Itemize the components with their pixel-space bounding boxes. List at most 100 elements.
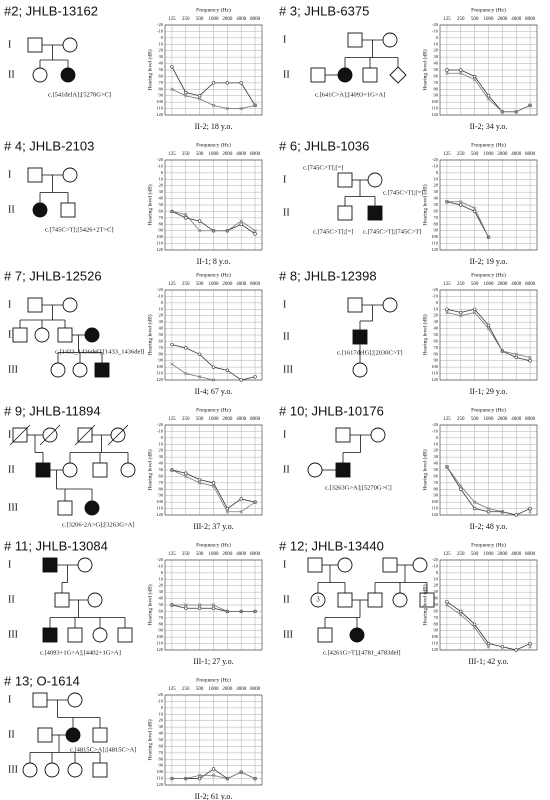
marker [197, 776, 202, 781]
pedigree-line [74, 424, 96, 446]
y-tick-label: 80 [159, 86, 164, 91]
marker [225, 776, 230, 781]
marker [500, 510, 505, 514]
male [94, 362, 110, 378]
x-tick-label: 2000 [222, 417, 233, 422]
marker [514, 513, 518, 517]
y-tick-label: 70 [434, 80, 439, 85]
y-tick-label: 10 [159, 176, 164, 181]
marker [197, 97, 202, 101]
audiogram-caption: III-1; 42 y.o. [468, 657, 508, 666]
marker [170, 209, 174, 214]
y-tick-label: 90 [159, 763, 164, 768]
marker [472, 307, 477, 311]
y-tick-label: 120 [431, 512, 439, 517]
marker [472, 622, 477, 626]
marker [197, 219, 202, 223]
male [57, 500, 73, 516]
y-tick-label: 10 [159, 711, 164, 716]
y-tick-label: -20 [157, 422, 164, 427]
y-tick-label: 110 [156, 506, 163, 511]
x-tick-label: 2000 [497, 552, 508, 557]
y-tick-label: 100 [156, 99, 164, 104]
marker [459, 484, 463, 488]
marker [472, 500, 477, 504]
y-tick-label: 110 [156, 371, 163, 376]
y-tick-label: 60 [434, 208, 439, 213]
y-tick-label: 20 [159, 48, 164, 53]
female [32, 67, 48, 83]
y-tick-label: 20 [159, 718, 164, 723]
panel-title: # 12; JHLB-13440 [279, 538, 384, 553]
x-tick-label: 4000 [236, 687, 247, 692]
y-tick-label: 50 [159, 202, 164, 207]
generation-label: II [8, 464, 15, 475]
marker [170, 468, 174, 472]
x-tick-label: 8000 [525, 152, 536, 157]
marker [472, 506, 477, 511]
y-tick-label: 50 [159, 67, 164, 72]
y-tick-label: 60 [159, 208, 164, 213]
y-tick-label: 80 [434, 621, 439, 626]
marker [445, 600, 449, 604]
y-tick-label: 110 [156, 241, 163, 246]
panel-title: # 11; JHLB-13084 [4, 538, 108, 553]
male [32, 692, 48, 708]
x-tick-label: 125 [443, 17, 451, 22]
generation-label: II [283, 69, 290, 80]
female [44, 762, 60, 778]
x-tick-label: 500 [196, 282, 204, 287]
x-axis-title: Frequency (Hz) [196, 141, 231, 148]
y-tick-label: -10 [432, 428, 439, 433]
plot-frame [164, 424, 263, 516]
x-tick-label: 250 [457, 282, 465, 287]
y-tick-label: 90 [434, 93, 439, 98]
y-tick-label: 0 [436, 300, 439, 305]
generation-label: III [8, 629, 18, 640]
male [27, 167, 43, 183]
y-tick-label: 120 [156, 247, 164, 252]
pedigree-line [39, 424, 61, 446]
y-tick-label: 90 [434, 493, 439, 498]
y-tick-label: 60 [434, 608, 439, 613]
male [337, 592, 353, 608]
marker [500, 349, 505, 353]
marker [253, 776, 257, 781]
panel: # 4; JHLB-2103IIIc.[745C>T];[5426+2T>C]F… [4, 138, 263, 266]
female [352, 362, 368, 378]
x-axis-title: Frequency (Hz) [471, 6, 506, 13]
marker [486, 235, 491, 239]
marker [225, 368, 230, 373]
x-tick-label: 250 [182, 552, 190, 557]
female [84, 327, 100, 343]
marker [528, 510, 532, 514]
plot-frame [164, 559, 263, 651]
marker [184, 471, 188, 475]
marker [170, 342, 174, 347]
y-tick-label: 0 [436, 35, 439, 40]
y-tick-label: 100 [156, 364, 164, 369]
x-tick-label: 500 [196, 552, 204, 557]
marker [184, 606, 188, 610]
y-tick-label: 10 [159, 41, 164, 46]
panel-title: # 9; JHLB-11894 [4, 403, 101, 418]
y-axis-title: Hearing level (dB) [421, 49, 428, 90]
male [347, 32, 363, 48]
panel: # 8; JHLB-12398IIIIIIc.[1617delG];[2030C… [279, 268, 538, 396]
x-tick-label: 500 [471, 152, 479, 157]
marker [184, 603, 188, 607]
marker [197, 352, 202, 356]
marker [197, 603, 202, 607]
x-tick-label: 500 [196, 152, 204, 157]
female [84, 500, 100, 516]
unknown-sex [389, 66, 407, 84]
y-tick-label: 20 [159, 583, 164, 588]
panel: #2; JHLB-13162IIIc.[541delA];[5270G>C]Fr… [4, 3, 263, 131]
variant-label: c.[541delA];[5270G>C] [48, 91, 111, 98]
x-axis-title: Frequency (Hz) [471, 271, 506, 278]
y-tick-label: 100 [156, 234, 164, 239]
marker [514, 355, 518, 360]
generation-label: III [283, 364, 293, 375]
marker [170, 603, 174, 607]
y-tick-label: -20 [157, 287, 164, 292]
